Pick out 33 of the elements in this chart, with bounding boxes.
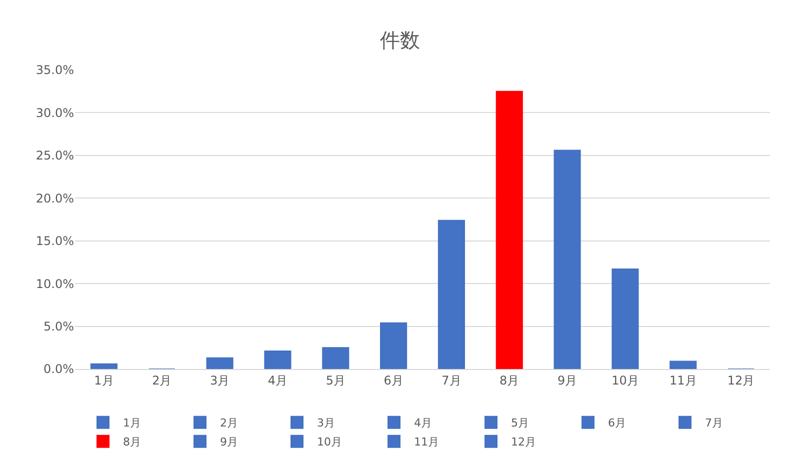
y-tick-label: 20.0%	[36, 191, 74, 206]
legend-label: 10月	[317, 436, 342, 449]
legend-label: 11月	[414, 436, 439, 449]
x-tick-label: 7月	[442, 373, 462, 388]
legend-label: 8月	[123, 436, 141, 449]
x-tick-label: 2月	[152, 373, 172, 388]
x-tick-label: 9月	[557, 373, 578, 388]
legend-label: 4月	[414, 416, 432, 430]
legend-label: 3月	[317, 416, 335, 430]
legend-label: 2月	[220, 416, 238, 430]
y-tick-label: 25.0%	[36, 148, 74, 163]
x-tick-label: 10月	[612, 373, 639, 388]
x-tick-label: 5月	[326, 373, 346, 388]
legend-label: 12月	[511, 436, 536, 449]
y-tick-label: 30.0%	[36, 106, 74, 120]
chart-title: 件数	[380, 28, 420, 52]
y-tick-label: 5.0%	[44, 319, 74, 334]
x-tick-label: 6月	[384, 373, 404, 388]
y-tick-label: 0.0%	[44, 362, 74, 376]
legend-label: 5月	[511, 416, 529, 430]
x-tick-label: 1月	[94, 373, 114, 388]
x-tick-label: 3月	[210, 373, 230, 388]
y-tick-label: 15.0%	[36, 234, 74, 248]
x-tick-label: 8月	[500, 373, 520, 388]
legend-label: 9月	[220, 436, 238, 449]
x-tick-label: 12月	[727, 373, 755, 388]
legend-label: 7月	[705, 416, 723, 430]
y-tick-label: 35.0%	[36, 63, 74, 78]
x-tick-label: 4月	[268, 373, 288, 388]
x-tick-label: 11月	[669, 373, 697, 388]
legend-label: 6月	[608, 416, 626, 430]
legend-label: 1月	[123, 416, 141, 430]
y-tick-label: 10.0%	[36, 276, 74, 291]
